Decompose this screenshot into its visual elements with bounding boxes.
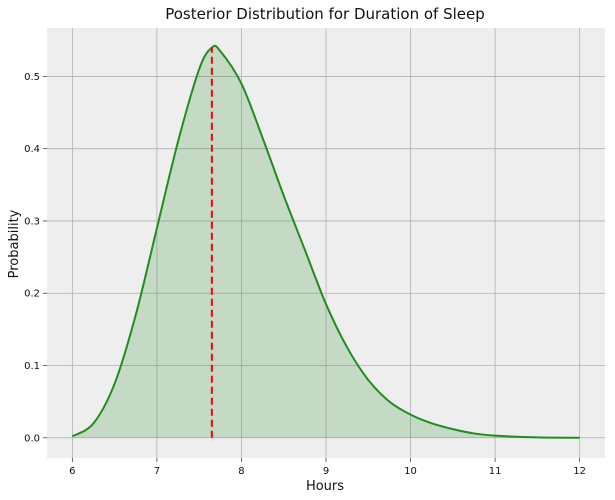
x-tick-label: 8 bbox=[238, 466, 244, 477]
x-tick-label: 9 bbox=[323, 466, 329, 477]
density-curve bbox=[71, 44, 580, 439]
y-ticks: 0.0 0.1 0.2 0.3 0.4 0.5 bbox=[24, 72, 47, 444]
density-area bbox=[72, 45, 580, 438]
x-axis-label: Hours bbox=[306, 479, 344, 494]
x-tick-label: 11 bbox=[489, 466, 502, 477]
y-tick-label: 0.3 bbox=[24, 216, 40, 227]
y-tick-label: 0.1 bbox=[24, 361, 40, 372]
x-tick-label: 10 bbox=[404, 466, 417, 477]
y-tick-label: 0.2 bbox=[24, 289, 40, 300]
y-tick-label: 0.5 bbox=[24, 72, 40, 83]
y-axis-label: Probability bbox=[7, 209, 22, 278]
x-tick-label: 6 bbox=[69, 466, 75, 477]
x-tick-label: 7 bbox=[154, 466, 160, 477]
x-ticks: 6 7 8 9 10 11 12 bbox=[69, 458, 586, 477]
y-tick-label: 0.0 bbox=[24, 433, 40, 444]
y-tick-label: 0.4 bbox=[24, 144, 40, 155]
x-tick-label: 12 bbox=[573, 466, 586, 477]
chart-title: Posterior Distribution for Duration of S… bbox=[165, 5, 485, 23]
grid bbox=[47, 28, 605, 458]
